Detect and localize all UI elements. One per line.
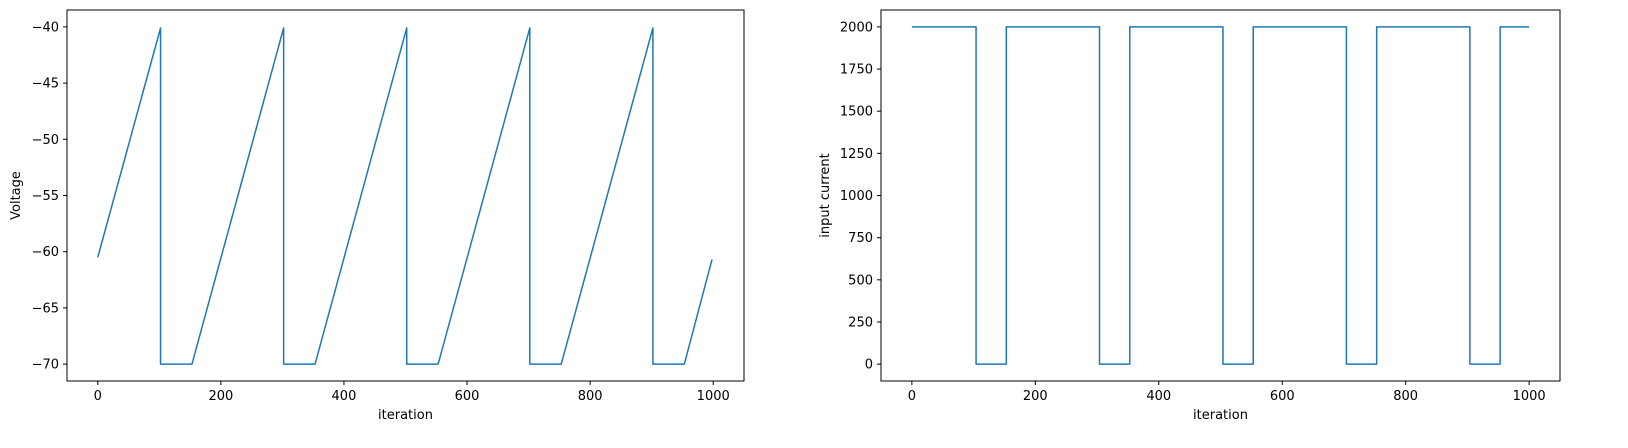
input-current-chart: 0 200 400 600 800 1000 0 250 500 750 1000 1250 1500 1… (818, 9, 1561, 423)
y-tick-label: 1000 (840, 189, 873, 204)
x-tick-label: 1000 (1513, 389, 1546, 404)
x-tick-label: 200 (208, 389, 233, 404)
y-tick-label: −60 (32, 245, 59, 260)
x-tick-label: 800 (578, 389, 603, 404)
series-line (911, 26, 1530, 365)
y-tick-label: −70 (32, 358, 59, 373)
y-tick-label: 750 (848, 231, 873, 246)
x-tick-label: 1000 (697, 389, 730, 404)
y-tick-label: 1750 (840, 63, 873, 78)
x-tick-label: 400 (332, 389, 357, 404)
x-tick-label: 400 (1146, 389, 1171, 404)
plot-frame (880, 9, 1561, 382)
voltage-chart: 0 200 400 600 800 1000 −70 −65 −60 −55 −50 −45 −40 it… (9, 9, 745, 423)
x-tick-label: 0 (908, 389, 916, 404)
y-tick-label: −40 (32, 20, 59, 35)
x-tick-label: 800 (1393, 389, 1418, 404)
y-tick-label: −50 (32, 133, 59, 148)
y-tick-label: 1250 (840, 147, 873, 162)
y-tick-label: 500 (848, 273, 873, 288)
y-tick-label: 2000 (840, 20, 873, 35)
y-tick-label: −65 (32, 301, 59, 316)
x-tick-label: 200 (1023, 389, 1048, 404)
x-axis-label: iteration (1193, 408, 1248, 423)
y-axis-label: input current (818, 153, 833, 237)
y-tick-label: −45 (32, 77, 59, 92)
series-line (97, 27, 713, 365)
y-tick-label: 1500 (840, 105, 873, 120)
y-tick-label: 0 (865, 358, 873, 373)
x-tick-label: 600 (1270, 389, 1295, 404)
x-tick-label: 0 (94, 389, 102, 404)
y-axis-label: Voltage (9, 171, 24, 220)
x-axis-label: iteration (378, 408, 433, 423)
x-tick-label: 600 (455, 389, 480, 404)
y-tick-label: −55 (32, 189, 59, 204)
y-tick-label: 250 (848, 315, 873, 330)
